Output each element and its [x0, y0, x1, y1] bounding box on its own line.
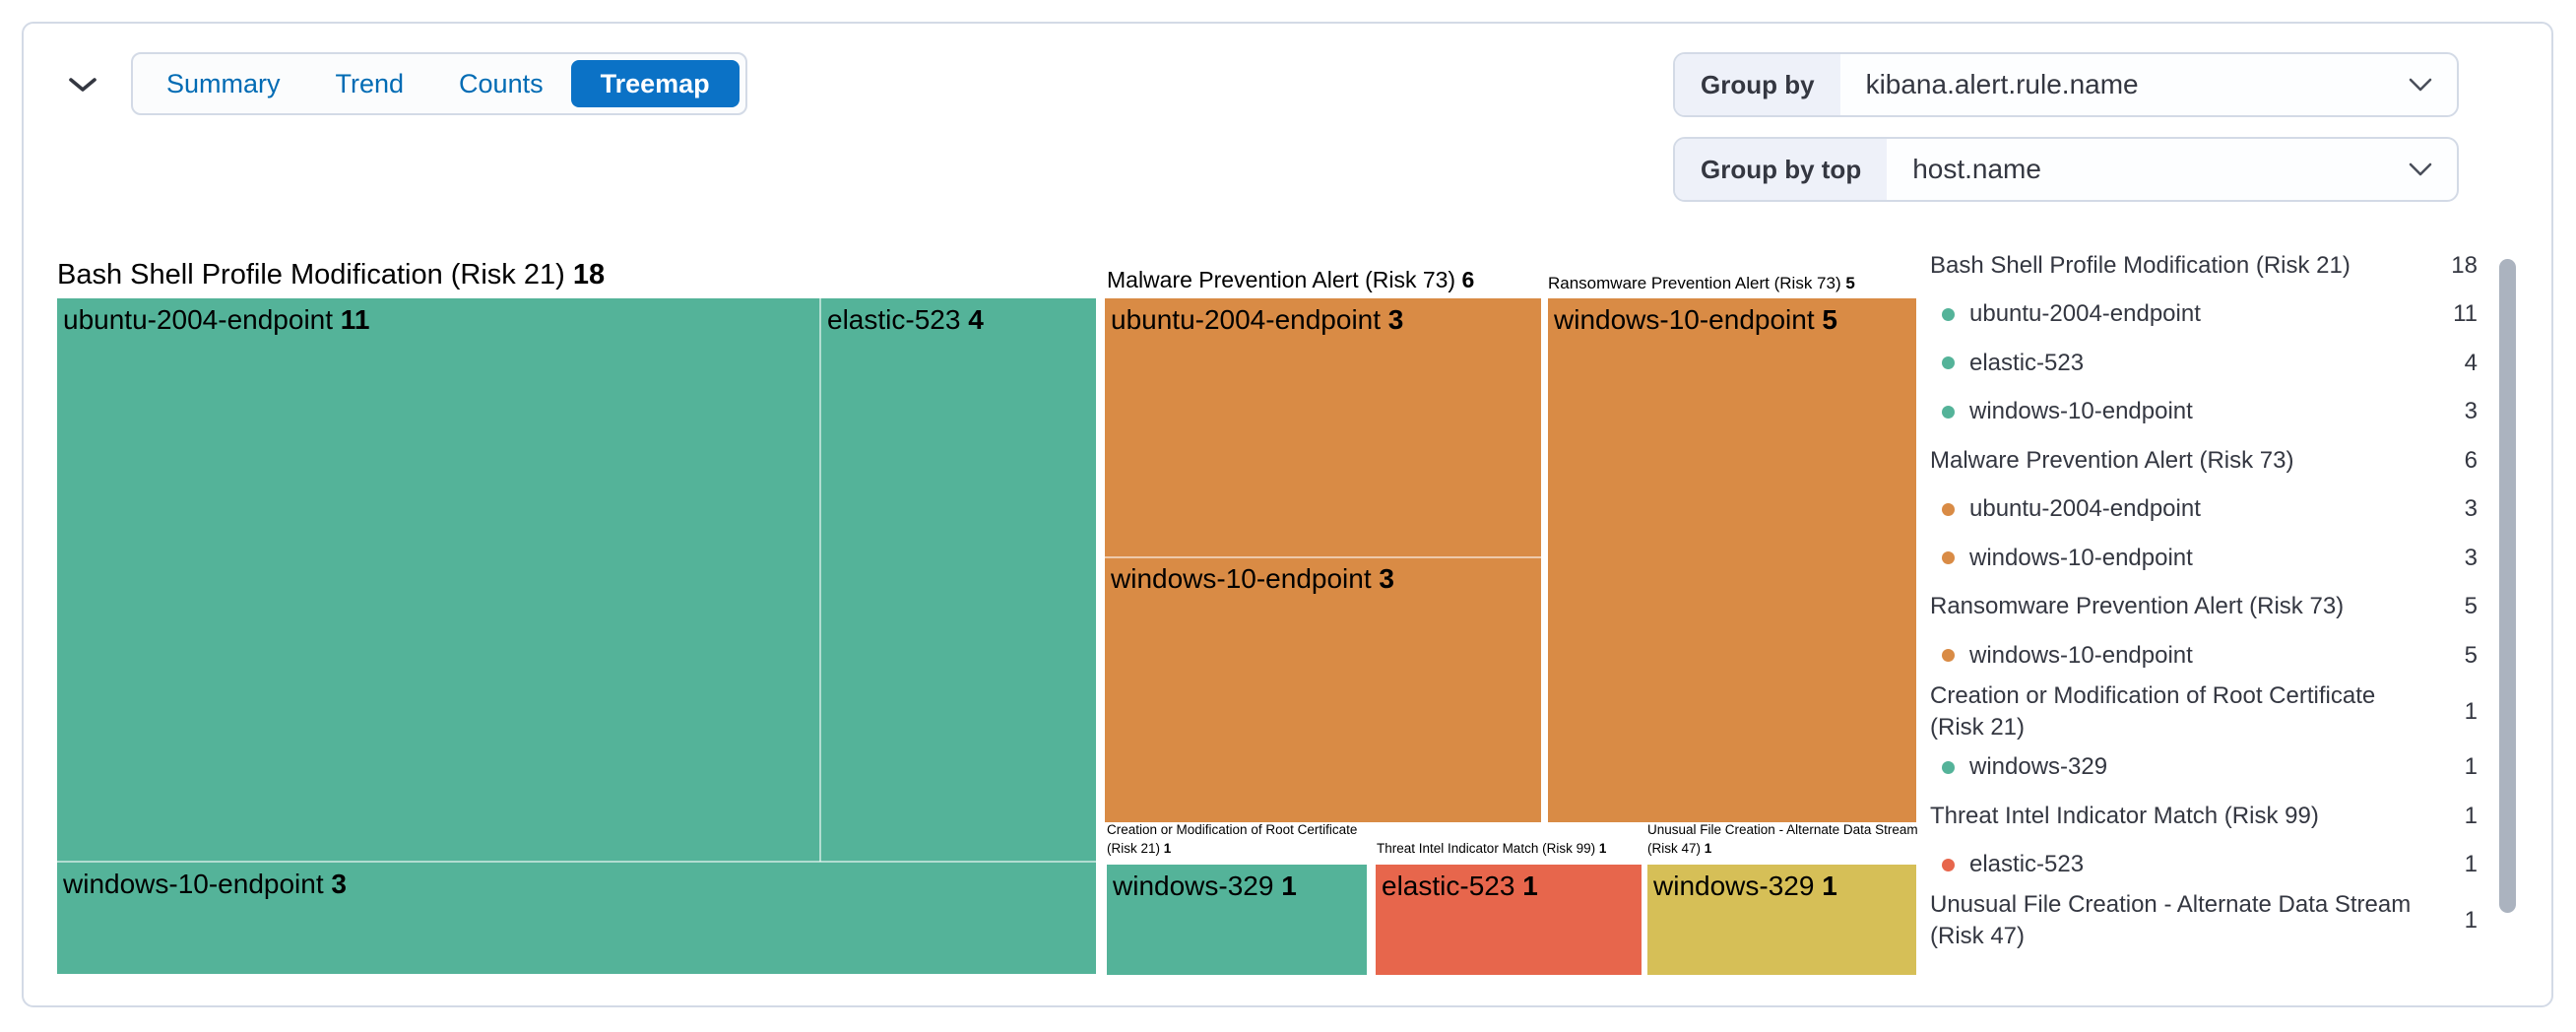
legend-rule-item[interactable]: Bash Shell Profile Modification (Risk 21… [1930, 251, 2478, 279]
legend-rule-item[interactable]: Creation or Modification of Root Certifi… [1930, 681, 2478, 741]
view-mode-button-group: Summary Trend Counts Treemap [131, 52, 747, 115]
legend-color-dot [1942, 649, 1955, 663]
chevron-down-icon [2408, 54, 2457, 115]
legend-scrollbar-thumb[interactable] [2499, 259, 2516, 913]
chart-legend: Bash Shell Profile Modification (Risk 21… [1930, 241, 2478, 952]
treemap-tile[interactable]: windows-10-endpoint 3 [63, 869, 347, 899]
group-by-select[interactable]: Group by kibana.alert.rule.name [1673, 52, 2459, 117]
treemap-group-title: Unusual File Creation - Alternate Data S… [1647, 822, 1918, 856]
treemap-tile[interactable]: windows-10-endpoint 3 [1111, 563, 1394, 594]
group-by-top-value: host.name [1912, 154, 2041, 184]
group-by-value: kibana.alert.rule.name [1865, 69, 2139, 99]
treemap-tile[interactable]: windows-329 1 [1653, 871, 1837, 901]
group-by-label: Group by [1675, 54, 1840, 115]
legend-color-dot [1942, 760, 1955, 774]
chevron-down-icon [2408, 139, 2457, 200]
legend-host-item[interactable]: windows-10-endpoint 5 [1930, 631, 2478, 680]
legend-color-dot [1942, 356, 1955, 370]
treemap-group-title: Malware Prevention Alert (Risk 73) 6 [1107, 267, 1475, 292]
legend-host-item[interactable]: elastic-523 1 [1930, 841, 2478, 890]
legend-rule-item[interactable]: Ransomware Prevention Alert (Risk 73) 5 [1930, 593, 2478, 620]
legend-host-item[interactable]: ubuntu-2004-endpoint 11 [1930, 290, 2478, 340]
collapse-toggle-button[interactable] [63, 65, 102, 104]
treemap-group-root-certificate[interactable] [1107, 865, 1367, 975]
treemap-tile[interactable]: ubuntu-2004-endpoint 3 [1111, 304, 1404, 335]
treemap-tile[interactable]: elastic-523 1 [1382, 871, 1538, 901]
legend-rule-item[interactable]: Unusual File Creation - Alternate Data S… [1930, 891, 2478, 949]
legend-color-dot [1942, 405, 1955, 419]
legend-host-item[interactable]: windows-10-endpoint 3 [1930, 534, 2478, 583]
legend-host-item[interactable]: ubuntu-2004-endpoint 3 [1930, 485, 2478, 535]
chevron-down-icon [69, 78, 97, 92]
tile-divider [819, 298, 821, 862]
legend-host-item[interactable]: elastic-523 4 [1930, 339, 2478, 388]
treemap-group-title: Ransomware Prevention Alert (Risk 73) 5 [1548, 274, 1855, 292]
legend-host-item[interactable]: windows-10-endpoint 3 [1930, 388, 2478, 437]
legend-color-dot [1942, 551, 1955, 565]
tile-divider [1105, 556, 1541, 558]
tab-counts[interactable]: Counts [459, 69, 544, 98]
treemap-tile[interactable]: windows-10-endpoint 5 [1554, 304, 1837, 335]
treemap-group-title: Bash Shell Profile Modification (Risk 21… [57, 259, 606, 290]
treemap-group-title: Creation or Modification of Root Certifi… [1107, 822, 1358, 856]
legend-rule-item[interactable]: Malware Prevention Alert (Risk 73) 6 [1930, 446, 2478, 474]
treemap-tile[interactable]: ubuntu-2004-endpoint 11 [63, 304, 370, 335]
treemap-tile[interactable]: windows-329 1 [1113, 871, 1297, 901]
treemap-group-malware[interactable] [1105, 298, 1541, 822]
treemap-tile[interactable]: elastic-523 4 [827, 304, 984, 335]
treemap-group-threat-intel[interactable] [1376, 865, 1642, 975]
legend-host-item[interactable]: windows-329 1 [1930, 743, 2478, 793]
tab-treemap[interactable]: Treemap [570, 60, 740, 107]
treemap-group-unusual-file[interactable] [1647, 865, 1916, 975]
legend-color-dot [1942, 307, 1955, 321]
legend-color-dot [1942, 502, 1955, 516]
group-by-top-label: Group by top [1675, 139, 1888, 200]
treemap-group-title: Threat Intel Indicator Match (Risk 99) 1 [1377, 841, 1607, 856]
tab-summary[interactable]: Summary [166, 69, 281, 98]
treemap-group-ransomware[interactable] [1548, 298, 1916, 822]
tile-divider [57, 861, 1096, 863]
tab-trend[interactable]: Trend [335, 69, 405, 98]
legend-rule-item[interactable]: Threat Intel Indicator Match (Risk 99) 1 [1930, 802, 2478, 829]
legend-color-dot [1942, 858, 1955, 871]
group-by-top-select[interactable]: Group by top host.name [1673, 137, 2459, 202]
